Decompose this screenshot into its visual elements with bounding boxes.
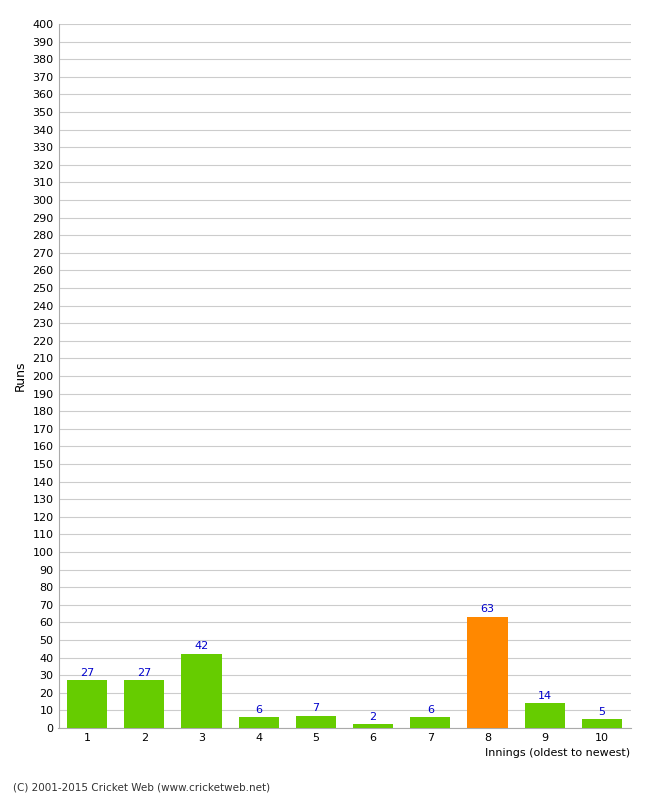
Text: 6: 6 — [427, 705, 434, 715]
Y-axis label: Runs: Runs — [14, 361, 27, 391]
Bar — [67, 681, 107, 728]
Bar — [410, 718, 450, 728]
Text: 2: 2 — [370, 712, 376, 722]
Text: 27: 27 — [137, 668, 151, 678]
Bar — [467, 617, 508, 728]
Text: 14: 14 — [538, 690, 552, 701]
Text: (C) 2001-2015 Cricket Web (www.cricketweb.net): (C) 2001-2015 Cricket Web (www.cricketwe… — [13, 782, 270, 792]
X-axis label: Innings (oldest to newest): Innings (oldest to newest) — [486, 749, 630, 758]
Text: 63: 63 — [480, 605, 495, 614]
Text: 6: 6 — [255, 705, 262, 715]
Text: 27: 27 — [80, 668, 94, 678]
Text: 5: 5 — [599, 706, 605, 717]
Bar — [296, 716, 336, 728]
Bar — [124, 681, 164, 728]
Bar — [353, 725, 393, 728]
Bar — [525, 703, 565, 728]
Bar — [181, 654, 222, 728]
Text: 42: 42 — [194, 642, 209, 651]
Bar — [582, 719, 622, 728]
Text: 7: 7 — [313, 703, 319, 713]
Bar — [239, 718, 279, 728]
